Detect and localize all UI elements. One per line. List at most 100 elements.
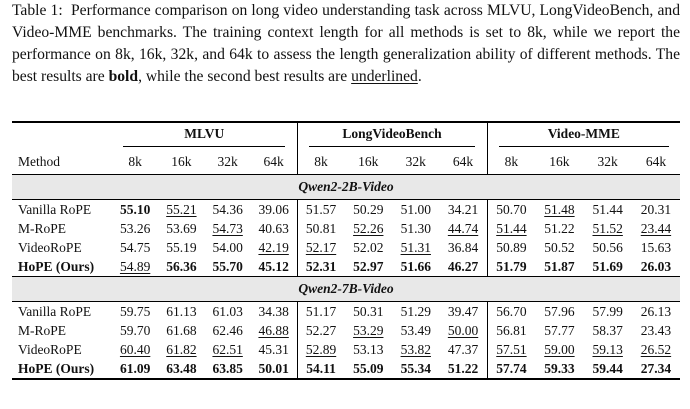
value-cell: 39.47 [439,301,488,321]
method-cell: VideoRoPE [12,340,112,359]
value-cell: 55.09 [344,359,393,380]
value-cell: 52.27 [297,321,345,340]
bold: 27.34 [641,361,671,376]
value: 55.70 [212,258,243,274]
caption-underlined: underlined [351,68,418,85]
group-header-row: MLVU LongVideoBench Video-MME [12,121,681,150]
value: 52.26 [353,220,384,236]
value: 50.00 [447,322,479,338]
value: 39.06 [258,201,289,217]
method-cell: Vanilla RoPE [12,200,112,220]
value-cell: 26.52 [632,340,680,359]
data-row: Vanilla RoPE 55.10 55.21 54.36 39.06 51.57 50.… [12,199,680,220]
underline: 42.19 [258,240,288,255]
data-row: HoPE (Ours) 61.09 63.48 63.85 50.01 54.11 55.0… [12,359,681,380]
value-cell: 59.44 [583,359,632,380]
value-cell: 42.19 [250,238,298,257]
data-row: M-RoPE 59.70 61.68 62.46 46.88 52.27 53.29 53.4… [12,321,680,340]
bold: 26.03 [641,259,671,274]
value-cell: 45.31 [250,340,298,359]
underline: 23.44 [641,221,671,236]
bold: 63.48 [166,361,196,376]
value-cell: 54.75 [112,238,158,257]
value-cell: 47.37 [439,340,488,359]
value-cell: 57.51 [487,340,535,359]
value: 15.63 [640,239,672,255]
value: 50.56 [592,239,623,255]
value: 50.01 [258,360,289,376]
value-cell: 59.00 [535,340,583,359]
value-cell: 56.81 [487,321,535,340]
value: 63.48 [166,360,197,376]
value-cell: 36.84 [439,238,488,257]
bold: 51.22 [448,361,478,376]
value-cell: 26.13 [632,302,680,322]
method-name: VideoRoPE [18,341,82,357]
value-cell: 23.44 [632,219,680,238]
underline: 52.17 [306,240,336,255]
underline: 59.00 [544,342,574,357]
value: 54.36 [212,201,243,217]
value-cell: 62.46 [205,321,251,340]
bold: 61.09 [120,361,150,376]
value: 51.79 [496,258,527,274]
column-header: 64k [645,154,667,169]
value: 59.00 [544,341,575,357]
value: 61.03 [212,303,243,319]
results-table: MLVU LongVideoBench Video-MME Method 8k 16k 32… [12,121,681,380]
value: 53.26 [119,220,151,236]
method-cell: Vanilla RoPE [12,302,112,322]
underline: 51.44 [496,221,526,236]
value: 36.84 [447,239,479,255]
column-header: 32k [217,154,238,169]
method-name: M-RoPE [18,322,67,338]
bold: 55.70 [212,259,242,274]
bold: 55.34 [401,361,431,376]
method-name: VideoRoPE [18,239,82,255]
value: 53.69 [166,220,197,236]
value: 52.02 [353,239,384,255]
value-cell: 52.97 [345,257,393,277]
value-cell: 51.48 [535,200,583,220]
value-cell: 51.22 [439,359,488,380]
value: 52.17 [305,239,337,255]
section-row: Qwen2-7B-Video [12,276,681,302]
value-cell: 51.22 [535,219,583,238]
value: 53.49 [400,322,431,338]
bold: 52.31 [306,259,336,274]
value: 23.43 [640,322,672,338]
value: 57.74 [496,360,527,376]
column-header: 8k [314,154,328,169]
value: 34.38 [258,303,289,319]
value-cell: 55.34 [392,359,440,380]
value-cell: 50.00 [439,321,488,340]
value-cell: 60.40 [112,340,158,359]
value-cell: 54.00 [205,238,251,257]
value-cell: 59.13 [584,340,632,359]
bold: 45.12 [258,259,288,274]
value: 51.22 [544,220,575,236]
value: 51.00 [400,201,431,217]
underline: 61.82 [166,342,196,357]
value: 51.44 [496,220,527,236]
value: 54.11 [306,360,336,376]
value: 51.31 [400,239,431,255]
underline: 46.88 [258,323,288,338]
bold: 46.27 [448,259,478,274]
section-title: Qwen2-7B-Video [12,276,681,302]
value-cell: 52.02 [345,238,393,257]
value: 34.21 [447,201,479,217]
value-cell: 59.75 [112,302,158,322]
value: 53.82 [400,341,431,357]
value-cell: 52.17 [297,238,345,257]
value: 63.85 [212,360,243,376]
data-row: VideoRoPE 54.75 55.19 54.00 42.19 52.17 52.02 5… [12,238,680,257]
value-cell: 51.57 [297,200,345,220]
column-header: 32k [405,154,426,169]
value-cell: 50.81 [297,219,345,238]
value: 27.34 [640,360,672,376]
value: 50.31 [353,303,384,319]
value: 23.44 [640,220,672,236]
value: 57.96 [544,303,575,319]
